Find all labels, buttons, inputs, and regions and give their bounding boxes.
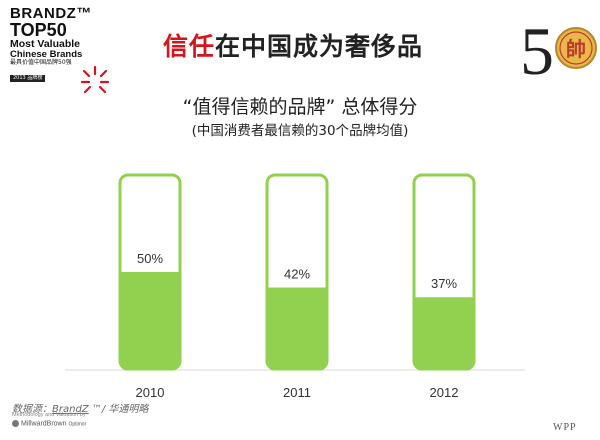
logo-line-chinese: 最具价值中国品牌50强 — [10, 59, 72, 66]
source-brand: BrandZ — [52, 404, 89, 415]
x-tick-2012: 2012 — [430, 385, 459, 400]
title-rest: 在中国成为奢侈品 — [215, 32, 424, 61]
logo-line-most-valuable: Most Valuable — [10, 38, 81, 50]
page-title: 信任在中国成为奢侈品 — [163, 27, 423, 63]
source-note: 数据源：BrandZ ™/ 华通明略 — [12, 400, 148, 415]
bar-2012 — [415, 297, 473, 368]
mb-dot-icon — [12, 420, 19, 427]
x-tick-2010: 2010 — [136, 385, 165, 400]
attention-marks-icon — [80, 65, 110, 94]
fifty-badge: 5 帥 — [520, 13, 597, 86]
badge-seal-char: 帥 — [566, 37, 586, 61]
chart-subtitle-note: (中国消费者最信赖的30个品牌均值) — [191, 123, 409, 139]
mb-name: MillwardBrown — [21, 420, 67, 428]
wpp-logo: WPP — [553, 422, 577, 433]
logo-line-chinese-brands: Chinese Brands — [10, 48, 83, 60]
data-label-2012: 37% — [431, 276, 457, 291]
source-suffix: ™/ 华通明略 — [88, 404, 149, 415]
title-accent: 信任 — [163, 32, 216, 61]
logo-line-brandz: BRANDZ™ — [10, 5, 92, 22]
badge-seal-icon — [555, 27, 597, 69]
logo-line-top50: TOP50 — [10, 20, 67, 40]
chart-subtitle: “值得信赖的品牌” 总体得分 — [182, 96, 418, 118]
bar-2011 — [268, 287, 326, 368]
data-label-2011: 42% — [284, 267, 310, 282]
methodology-note: Methodology and Valuation by — [12, 412, 86, 418]
badge-number: 5 — [520, 13, 554, 86]
x-tick-2011: 2011 — [283, 385, 311, 400]
bar-2010 — [121, 272, 179, 368]
data-label-2010: 50% — [137, 251, 163, 266]
brandz-logo: BRANDZ™ TOP50 Most Valuable Chinese Bran… — [10, 6, 102, 82]
logo-line-year: 2013 品牌榜 — [10, 75, 46, 82]
source-prefix: 数据源： — [12, 404, 52, 415]
mb-sub: Optimor — [68, 421, 87, 428]
millward-brown-logo: MillwardBrown Optimor — [12, 420, 86, 427]
